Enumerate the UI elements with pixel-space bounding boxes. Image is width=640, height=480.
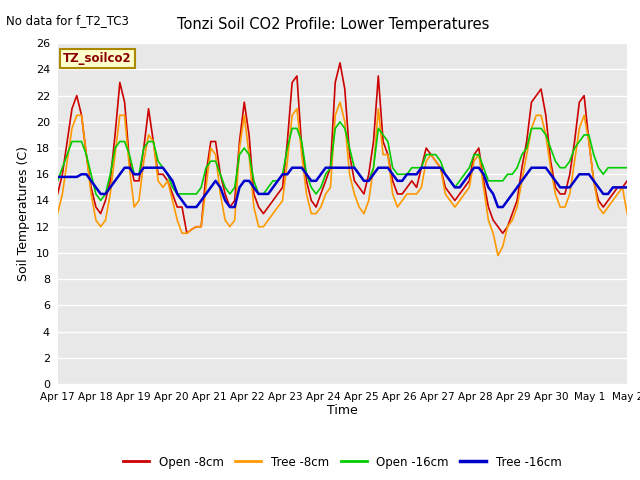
Text: Tonzi Soil CO2 Profile: Lower Temperatures: Tonzi Soil CO2 Profile: Lower Temperatur… — [177, 17, 489, 32]
Text: No data for f_T2_TC3: No data for f_T2_TC3 — [6, 14, 129, 27]
X-axis label: Time: Time — [327, 405, 358, 418]
Text: TZ_soilco2: TZ_soilco2 — [63, 52, 132, 65]
Legend: Open -8cm, Tree -8cm, Open -16cm, Tree -16cm: Open -8cm, Tree -8cm, Open -16cm, Tree -… — [118, 451, 566, 474]
Y-axis label: Soil Temperatures (C): Soil Temperatures (C) — [17, 146, 30, 281]
